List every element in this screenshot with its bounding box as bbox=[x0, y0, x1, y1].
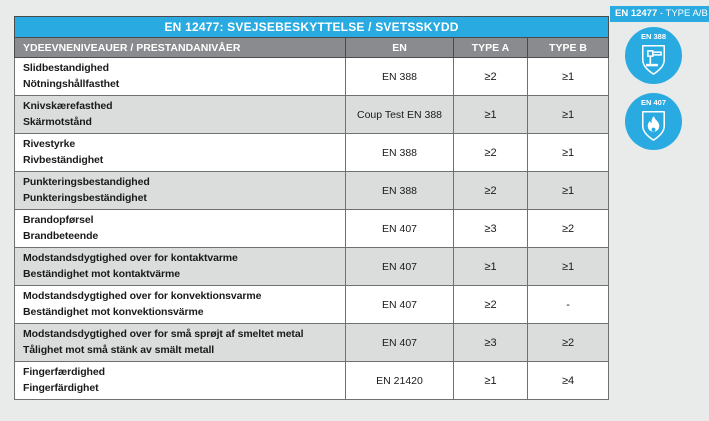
performance-level-cell: Modstandsdygtighed over for kontaktvarme… bbox=[14, 247, 346, 286]
table-row: Fingerfærdighed Fingerfärdighet EN 21420… bbox=[14, 361, 610, 400]
shield-flame-icon bbox=[637, 107, 670, 144]
type-b-value-cell: ≥1 bbox=[526, 247, 610, 286]
label-danish: Modstandsdygtighed over for små sprøjt a… bbox=[23, 328, 304, 341]
type-b-value-cell: ≥1 bbox=[526, 95, 610, 134]
table-row: Modstandsdygtighed over for små sprøjt a… bbox=[14, 323, 610, 362]
en-standard-cell: EN 388 bbox=[345, 133, 454, 172]
column-header-performance-levels: YDEEVNENIVEAUER / PRESTANDANIVÅER bbox=[14, 37, 346, 58]
type-a-value-cell: ≥2 bbox=[453, 171, 528, 210]
performance-level-cell: Slidbestandighed Nötningshållfasthet bbox=[14, 57, 346, 96]
label-swedish: Rivbeständighet bbox=[23, 153, 104, 166]
type-a-value-cell: ≥1 bbox=[453, 247, 528, 286]
table-row: Knivskærefasthed Skärmotstånd Coup Test … bbox=[14, 95, 610, 134]
table-row: Brandopførsel Brandbeteende EN 407 ≥3 ≥2 bbox=[14, 209, 610, 248]
label-swedish: Skärmotstånd bbox=[23, 115, 92, 128]
type-b-value-cell: ≥1 bbox=[526, 133, 610, 172]
shield-hammer-icon bbox=[637, 41, 670, 78]
label-danish: Slidbestandighed bbox=[23, 62, 109, 75]
table-row: Punkteringsbestandighed Punkteringsbestä… bbox=[14, 171, 610, 210]
label-danish: Punkteringsbestandighed bbox=[23, 176, 150, 189]
badge-standard-label: EN 12477 bbox=[615, 8, 658, 19]
performance-level-cell: Fingerfærdighed Fingerfärdighet bbox=[14, 361, 346, 400]
type-a-value-cell: ≥2 bbox=[453, 57, 528, 96]
table-row: Slidbestandighed Nötningshållfasthet EN … bbox=[14, 57, 610, 96]
performance-level-cell: Modstandsdygtighed over for konvektionsv… bbox=[14, 285, 346, 324]
performance-level-cell: Modstandsdygtighed over for små sprøjt a… bbox=[14, 323, 346, 362]
label-danish: Rivestyrke bbox=[23, 138, 76, 151]
type-a-value-cell: ≥2 bbox=[453, 133, 528, 172]
label-swedish: Nötningshållfasthet bbox=[23, 77, 120, 90]
performance-level-cell: Rivestyrke Rivbeständighet bbox=[14, 133, 346, 172]
en-standard-cell: EN 388 bbox=[345, 57, 454, 96]
type-a-value-cell: ≥2 bbox=[453, 285, 528, 324]
type-a-value-cell: ≥1 bbox=[453, 361, 528, 400]
label-swedish: Beständighet mot konvektionsvärme bbox=[23, 305, 204, 318]
badge-type-label: - TYPE A/B bbox=[659, 8, 708, 19]
label-danish: Modstandsdygtighed over for kontaktvarme bbox=[23, 252, 238, 265]
table-row: Rivestyrke Rivbeständighet EN 388 ≥2 ≥1 bbox=[14, 133, 610, 172]
en-standard-cell: EN 388 bbox=[345, 171, 454, 210]
en-standard-cell: EN 21420 bbox=[345, 361, 454, 400]
type-b-value-cell: ≥2 bbox=[526, 323, 610, 362]
column-header-type-b: TYPE B bbox=[526, 37, 610, 58]
table-body: Slidbestandighed Nötningshållfasthet EN … bbox=[14, 57, 610, 400]
standards-table: EN 12477: SVEJSEBESKYTTELSE / SVETSSKYDD… bbox=[13, 16, 610, 400]
en-standard-cell: EN 407 bbox=[345, 285, 454, 324]
label-danish: Modstandsdygtighed over for konvektionsv… bbox=[23, 290, 262, 303]
type-a-value-cell: ≥1 bbox=[453, 95, 528, 134]
type-a-value-cell: ≥3 bbox=[453, 323, 528, 362]
type-b-value-cell: ≥2 bbox=[526, 209, 610, 248]
en-standard-cell: Coup Test EN 388 bbox=[345, 95, 454, 134]
column-header-type-a: TYPE A bbox=[453, 37, 528, 58]
label-danish: Fingerfærdighed bbox=[23, 366, 105, 379]
label-swedish: Beständighet mot kontaktvärme bbox=[23, 267, 180, 280]
label-swedish: Tålighet mot små stänk av smält metall bbox=[23, 343, 215, 356]
column-header-en: EN bbox=[345, 37, 454, 58]
en388-label: EN 388 bbox=[640, 32, 667, 41]
standards-table-container: EN 12477: SVEJSEBESKYTTELSE / SVETSSKYDD… bbox=[13, 16, 610, 400]
label-swedish: Brandbeteende bbox=[23, 229, 99, 242]
type-b-value-cell: - bbox=[526, 285, 610, 324]
en-standard-cell: EN 407 bbox=[345, 323, 454, 362]
en-standard-cell: EN 407 bbox=[345, 209, 454, 248]
standard-type-badge: EN 12477 - TYPE A/B bbox=[610, 6, 709, 22]
en388-pictogram-circle: EN 388 bbox=[625, 27, 682, 84]
label-swedish: Punkteringsbeständighet bbox=[23, 191, 147, 204]
table-row: Modstandsdygtighed over for konvektionsv… bbox=[14, 285, 610, 324]
type-b-value-cell: ≥4 bbox=[526, 361, 610, 400]
en407-label: EN 407 bbox=[640, 98, 667, 107]
performance-level-cell: Brandopførsel Brandbeteende bbox=[14, 209, 346, 248]
label-danish: Brandopførsel bbox=[23, 214, 94, 227]
performance-level-cell: Punkteringsbestandighed Punkteringsbestä… bbox=[14, 171, 346, 210]
table-header-row: YDEEVNENIVEAUER / PRESTANDANIVÅER EN TYP… bbox=[14, 37, 610, 58]
performance-level-cell: Knivskærefasthed Skärmotstånd bbox=[14, 95, 346, 134]
type-a-value-cell: ≥3 bbox=[453, 209, 528, 248]
table-title-row: EN 12477: SVEJSEBESKYTTELSE / SVETSSKYDD bbox=[13, 16, 610, 38]
label-swedish: Fingerfärdighet bbox=[23, 381, 99, 394]
type-b-value-cell: ≥1 bbox=[526, 171, 610, 210]
table-title: EN 12477: SVEJSEBESKYTTELSE / SVETSSKYDD bbox=[13, 16, 610, 38]
en-standard-cell: EN 407 bbox=[345, 247, 454, 286]
label-danish: Knivskærefasthed bbox=[23, 100, 113, 113]
en407-pictogram-circle: EN 407 bbox=[625, 93, 682, 150]
type-b-value-cell: ≥1 bbox=[526, 57, 610, 96]
table-row: Modstandsdygtighed over for kontaktvarme… bbox=[14, 247, 610, 286]
